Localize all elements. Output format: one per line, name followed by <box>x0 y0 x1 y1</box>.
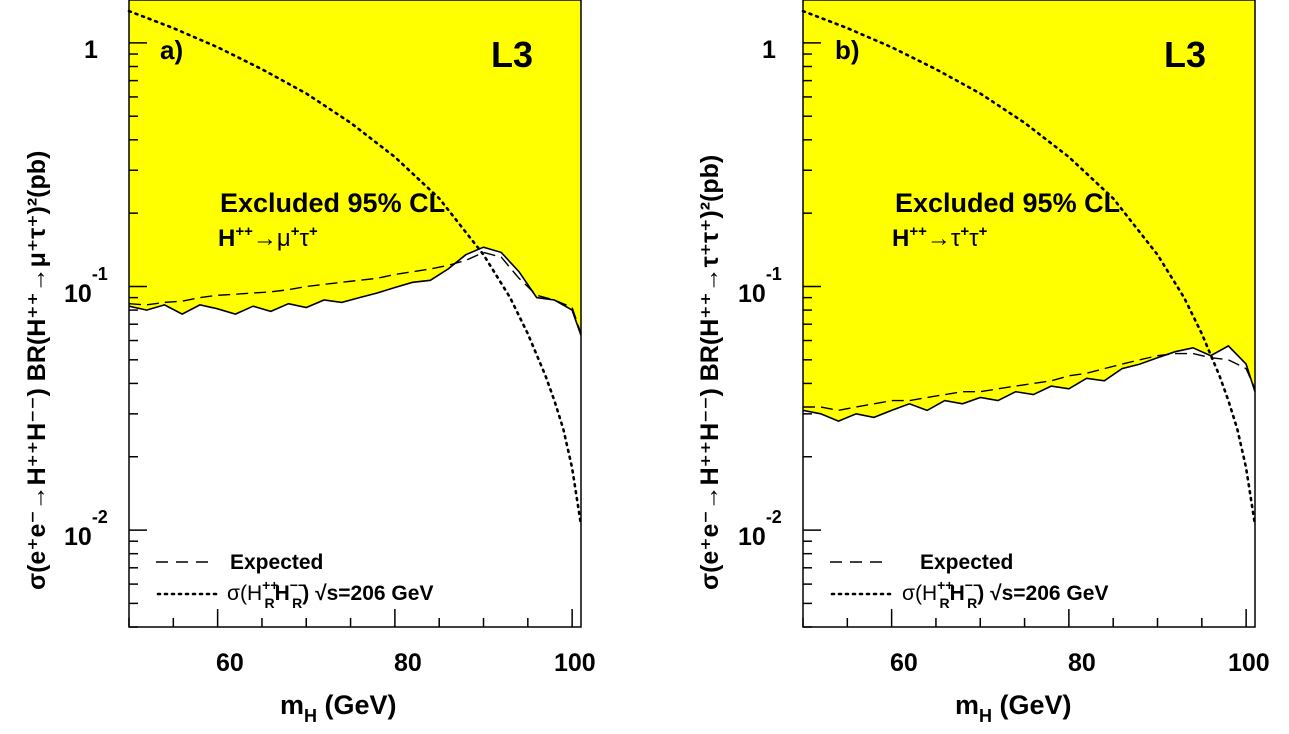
axis-ticks-a <box>128 42 573 628</box>
x-tick-label-100-a: 100 <box>554 649 596 677</box>
y-tick-exp-0.01-b: -2 <box>766 507 782 527</box>
x-axis-label-sub-b: H <box>979 706 992 726</box>
observed-limit-line-a <box>128 246 582 336</box>
x-tick-label-60-b: 60 <box>890 649 918 677</box>
legend-a: Expected σ(H++ RH−− R) √s=206 GeV <box>156 551 433 611</box>
channel-p2-charge-a: + <box>309 223 318 240</box>
y-tick-base-0.1-a: 10 <box>64 280 92 308</box>
legend-theory-sup-a: ++ <box>262 577 278 593</box>
x-axis-label-a: mH (GeV) <box>280 690 397 726</box>
channel-charge-a: ++ <box>235 223 253 240</box>
excluded-region-b <box>803 0 1255 422</box>
x-axis-label-unit-b: (GeV) <box>992 690 1072 720</box>
observed-limit-line-b <box>802 344 1256 422</box>
panel-label-b: b) <box>835 35 860 65</box>
legend-theory-tail-b: ) √s=206 GeV <box>977 582 1108 605</box>
experiment-label-b: L3 <box>1164 34 1206 75</box>
plot-frame-b <box>802 0 1256 628</box>
panel-a: L3 a) Excluded 95% CL H++→μ+τ+ Expected … <box>23 0 596 726</box>
y-tick-label-1-a: 1 <box>84 36 98 64</box>
legend-expected-label-b: Expected <box>920 551 1013 574</box>
channel-p1-charge-a: + <box>291 223 300 240</box>
y-tick-base-0.01-a: 10 <box>64 523 92 551</box>
legend-theory-label-a: σ(H++ RH−− R) √s=206 GeV <box>227 577 433 611</box>
legend-theory-sup2-a: −− <box>290 577 306 593</box>
channel-p1-charge-b: + <box>960 223 969 240</box>
channel-p2-charge-b: + <box>979 223 988 240</box>
legend-theory-sup2-b: −− <box>965 577 981 593</box>
x-tick-label-80-a: 80 <box>394 649 422 677</box>
panel-label-a: a) <box>160 35 183 65</box>
y-tick-label-0.01-b: 10-2 <box>738 507 782 551</box>
legend-theory-label-b: σ(H++ RH−− R) √s=206 GeV <box>902 577 1108 611</box>
x-tick-label-60-a: 60 <box>216 649 244 677</box>
y-tick-label-0.1-b: 10-1 <box>738 264 782 308</box>
legend-theory-h-a: H <box>275 582 290 605</box>
legend-theory-sub-b: R <box>939 595 949 611</box>
x-axis-label-b: mH (GeV) <box>955 690 1072 726</box>
x-tick-label-100-b: 100 <box>1228 649 1270 677</box>
legend-theory-text-b: σ(H <box>902 582 937 605</box>
plot-frame-a <box>128 0 582 628</box>
legend-theory-h-b: H <box>950 582 965 605</box>
legend-theory-sup-b: ++ <box>937 577 953 593</box>
excluded-label-a: Excluded 95% CL <box>220 188 445 218</box>
theory-cross-section-line-a <box>127 9 583 527</box>
legend-expected-label-a: Expected <box>230 551 323 574</box>
channel-label-a: H++→μ+τ+ <box>218 223 318 252</box>
x-axis-label-unit-a: (GeV) <box>317 690 397 720</box>
x-tick-label-80-b: 80 <box>1068 649 1096 677</box>
y-axis-label-a: σ(e⁺e⁻→H⁺⁺H⁻⁻) BR(H⁺⁺→μ⁺τ⁺)²(pb) <box>23 151 51 590</box>
excluded-region-a <box>129 0 581 336</box>
channel-p2-a: τ <box>299 225 309 252</box>
expected-limit-line-a <box>128 251 582 334</box>
channel-arrow-b: → <box>927 225 951 252</box>
channel-p1-b: τ <box>951 225 961 252</box>
y-tick-exp-0.1-b: -1 <box>766 264 782 284</box>
plot-area-b <box>801 0 1257 628</box>
y-tick-exp-0.1-a: -1 <box>92 264 108 284</box>
x-axis-label-sub-a: H <box>304 706 317 726</box>
legend-theory-sub2-b: R <box>967 595 977 611</box>
panel-b: L3 b) Excluded 95% CL H++→τ+τ+ Expected … <box>696 0 1270 726</box>
y-tick-base-0.01-b: 10 <box>738 523 766 551</box>
theory-cross-section-line-b <box>801 9 1257 527</box>
plot-area-a <box>127 0 583 628</box>
legend-theory-sub-a: R <box>264 595 274 611</box>
x-axis-label-m-b: m <box>955 690 979 720</box>
channel-prefix-b: H <box>892 225 909 252</box>
channel-label-b: H++→τ+τ+ <box>892 223 988 252</box>
legend-b: Expected σ(H++ RH−− R) √s=206 GeV <box>830 551 1108 611</box>
legend-theory-text-a: σ(H <box>227 582 262 605</box>
channel-p2-b: τ <box>969 225 979 252</box>
experiment-label-a: L3 <box>491 34 533 75</box>
channel-prefix-a: H <box>218 225 235 252</box>
y-tick-label-0.1-a: 10-1 <box>64 264 108 308</box>
channel-charge-b: ++ <box>909 223 927 240</box>
excluded-label-b: Excluded 95% CL <box>895 188 1120 218</box>
y-tick-label-0.01-a: 10-2 <box>64 507 108 551</box>
y-tick-label-1-b: 1 <box>762 36 776 64</box>
legend-theory-sub2-a: R <box>292 595 302 611</box>
y-axis-label-b: σ(e⁺e⁻→H⁺⁺H⁻⁻) BR(H⁺⁺→τ⁺τ⁺)²(pb) <box>696 155 724 590</box>
y-tick-base-0.1-b: 10 <box>738 280 766 308</box>
y-tick-exp-0.01-a: -2 <box>92 507 108 527</box>
channel-p1-a: μ <box>277 225 291 252</box>
expected-limit-line-b <box>803 352 1256 412</box>
axis-ticks-b <box>802 42 1247 628</box>
x-axis-label-m-a: m <box>280 690 304 720</box>
legend-theory-tail-a: ) √s=206 GeV <box>302 582 433 605</box>
channel-arrow-a: → <box>253 225 277 252</box>
